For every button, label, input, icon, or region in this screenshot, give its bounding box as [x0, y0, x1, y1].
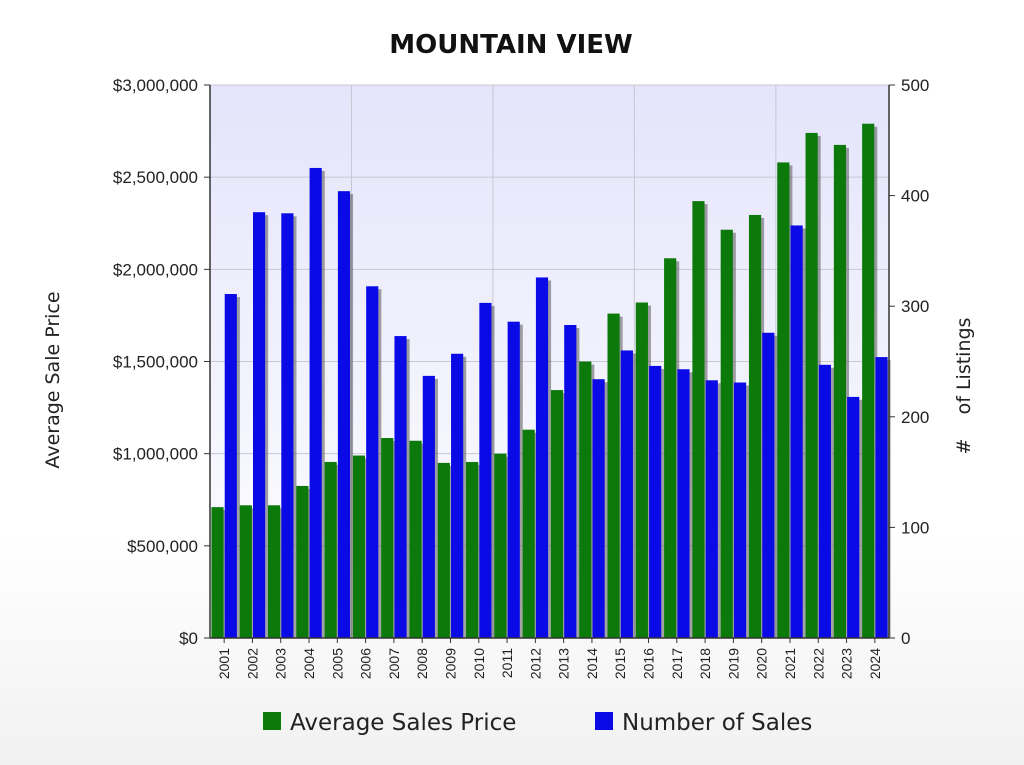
- right-axis-title: # of Listings: [953, 318, 975, 455]
- left-axis-title: Average Sale Price: [42, 291, 64, 468]
- right-tick-label: 400: [901, 187, 929, 206]
- bar-number-of-sales: [847, 396, 860, 638]
- bar-average-sales-price: [267, 505, 281, 638]
- bar-average-sales-price: [466, 461, 479, 638]
- bar-number-of-sales: [422, 375, 435, 638]
- bar-average-sales-price: [664, 258, 677, 638]
- x-tick-label: 2007: [386, 648, 402, 679]
- bar-number-of-sales: [337, 191, 351, 638]
- bar-number-of-sales: [592, 379, 605, 638]
- right-tick-labels: 0 100 200 300 400 500: [889, 76, 929, 648]
- bar-average-sales-price: [692, 201, 705, 638]
- legend: Average Sales Price Number of Sales: [263, 710, 812, 736]
- bar-average-sales-price: [805, 132, 818, 638]
- bar-average-sales-price: [607, 313, 620, 638]
- x-tick-label: 2020: [754, 648, 770, 679]
- x-tick-label: 2023: [839, 648, 855, 679]
- bar-average-sales-price: [239, 505, 252, 638]
- right-tick-label: 200: [901, 408, 929, 427]
- bar-average-sales-price: [777, 162, 790, 639]
- legend-label-price: Average Sales Price: [290, 710, 516, 736]
- x-tick-labels: 2001 2002 2003 2004 2005 2006 2007 2008 2009 2010…: [216, 638, 883, 679]
- x-tick-label: 2019: [725, 648, 741, 679]
- bar-number-of-sales: [564, 325, 577, 638]
- bar-number-of-sales: [790, 225, 803, 638]
- x-tick-label: 2005: [329, 648, 345, 679]
- right-tick-label: 300: [901, 297, 929, 316]
- bar-number-of-sales: [394, 336, 407, 638]
- legend-swatch-sales: [595, 712, 613, 730]
- right-tick-label: 500: [901, 76, 929, 95]
- bar-average-sales-price: [635, 302, 648, 638]
- bar-average-sales-price: [381, 437, 394, 638]
- bar-average-sales-price: [862, 123, 875, 638]
- legend-label-sales: Number of Sales: [622, 710, 812, 736]
- bar-number-of-sales: [479, 302, 492, 638]
- bar-average-sales-price: [579, 361, 592, 638]
- x-tick-label: 2022: [810, 648, 826, 679]
- bar-average-sales-price: [211, 507, 224, 638]
- bar-average-sales-price: [748, 214, 762, 638]
- left-tick-label: $0: [179, 629, 198, 648]
- chart-title: MOUNTAIN VIEW: [389, 30, 632, 60]
- bar-number-of-sales: [535, 277, 549, 638]
- left-tick-labels: $0 $500,000 $1,000,000 $1,500,000 $2,000,000…: [113, 76, 210, 648]
- bar-number-of-sales: [620, 350, 633, 638]
- bar-average-sales-price: [833, 144, 846, 639]
- x-tick-label: 2017: [669, 648, 685, 679]
- bars: [211, 123, 891, 639]
- left-tick-label: $2,000,000: [113, 260, 198, 279]
- x-tick-label: 2004: [301, 648, 317, 679]
- bar-number-of-sales: [705, 380, 718, 638]
- bar-number-of-sales: [253, 212, 266, 638]
- x-tick-label: 2006: [358, 648, 374, 679]
- bar-number-of-sales: [366, 286, 379, 638]
- x-tick-label: 2011: [499, 648, 515, 678]
- bar-number-of-sales: [281, 213, 294, 638]
- bar-average-sales-price: [522, 429, 535, 638]
- bar-average-sales-price: [550, 390, 564, 638]
- x-tick-label: 2010: [471, 648, 487, 679]
- x-tick-label: 2003: [273, 648, 289, 679]
- x-tick-label: 2008: [414, 648, 430, 679]
- left-tick-label: $1,500,000: [113, 353, 198, 372]
- legend-swatch-price: [263, 712, 281, 730]
- bar-number-of-sales: [733, 382, 747, 638]
- bar-average-sales-price: [296, 485, 309, 638]
- left-tick-label: $500,000: [127, 537, 198, 556]
- x-tick-label: 2013: [556, 648, 572, 679]
- left-tick-label: $1,000,000: [113, 445, 198, 464]
- bar-number-of-sales: [875, 357, 888, 638]
- bar-average-sales-price: [720, 229, 733, 638]
- bar-average-sales-price: [352, 455, 366, 638]
- x-tick-label: 2012: [527, 648, 543, 679]
- x-tick-label: 2015: [612, 648, 628, 679]
- x-tick-label: 2018: [697, 648, 713, 679]
- right-tick-label: 0: [901, 629, 910, 648]
- bar-number-of-sales: [224, 294, 237, 638]
- x-tick-label: 2002: [244, 648, 260, 679]
- bar-number-of-sales: [649, 365, 662, 638]
- x-tick-label: 2009: [442, 648, 458, 679]
- left-tick-label: $3,000,000: [113, 76, 198, 95]
- bar-average-sales-price: [494, 453, 507, 638]
- left-tick-label: $2,500,000: [113, 168, 198, 187]
- x-tick-label: 2021: [782, 648, 798, 679]
- bar-number-of-sales: [818, 364, 832, 638]
- bar-number-of-sales: [677, 369, 690, 638]
- bar-average-sales-price: [437, 462, 450, 638]
- bar-average-sales-price: [409, 440, 422, 638]
- bar-number-of-sales: [507, 321, 520, 638]
- right-tick-label: 100: [901, 518, 929, 537]
- bar-average-sales-price: [324, 461, 337, 638]
- x-tick-label: 2014: [584, 648, 600, 679]
- bar-number-of-sales: [762, 332, 775, 638]
- bar-number-of-sales: [451, 353, 464, 638]
- x-tick-label: 2016: [641, 648, 657, 679]
- x-tick-label: 2024: [867, 648, 883, 679]
- x-tick-label: 2001: [216, 648, 232, 679]
- bar-number-of-sales: [309, 167, 322, 638]
